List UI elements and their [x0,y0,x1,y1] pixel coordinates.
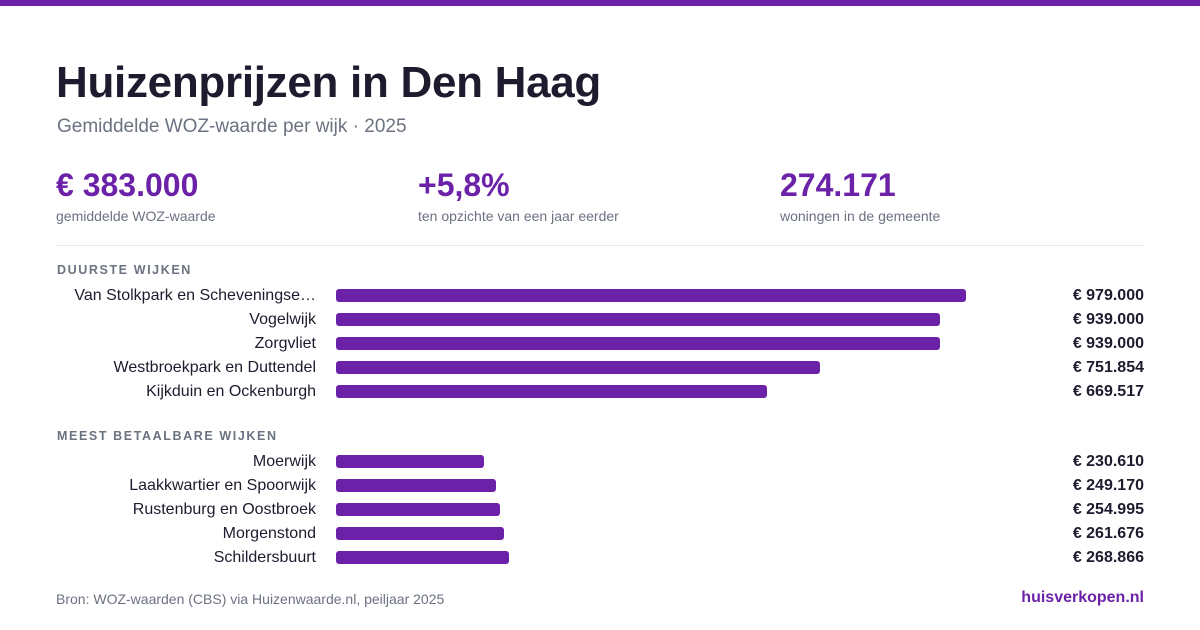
stat-value: +5,8% [418,167,510,203]
bar-row: Rustenburg en Oostbroek € 254.995 [0,498,1200,522]
stat-change: +5,8% ten opzichte van een jaar eerder [418,166,619,224]
bar-label: Schildersbuurt [213,549,316,566]
bar-label: Zorgvliet [254,335,316,352]
bar-row: Zorgvliet € 939.000 [0,332,1200,356]
section-label-most-affordable: MEEST BETAALBARE WIJKEN [57,429,278,443]
bar-label: Westbroekpark en Duttendel [113,359,316,376]
bar-value-label: € 751.854 [1072,359,1144,376]
bar-row: Kijkduin en Ockenburgh € 669.517 [0,380,1200,404]
bar [336,503,500,516]
bar-label: Vogelwijk [249,311,316,328]
bar [336,313,940,326]
bar [336,527,504,540]
bar-label: Kijkduin en Ockenburgh [146,383,316,400]
bar [336,479,496,492]
bar-row: Vogelwijk € 939.000 [0,308,1200,332]
stat-value: € 383.000 [56,167,199,203]
bar [336,385,767,398]
page-subtitle: Gemiddelde WOZ-waarde per wijk · 2025 [57,116,407,137]
bar [336,337,940,350]
section-label-most-expensive: DUURSTE WIJKEN [57,263,192,277]
bar [336,551,509,564]
bar-label: Moerwijk [252,453,316,470]
top-accent-bar [0,0,1200,6]
bar [336,361,820,374]
bar-row: Laakkwartier en Spoorwijk € 249.170 [0,474,1200,498]
bar-label: Laakkwartier en Spoorwijk [129,477,316,494]
bar-row: Westbroekpark en Duttendel € 751.854 [0,356,1200,380]
footer-brand: huisverkopen.nl [1021,589,1144,606]
bar-value-label: € 230.610 [1072,453,1144,470]
bar-value-label: € 261.676 [1072,525,1144,542]
stat-housing-count: 274.171 woningen in de gemeente [780,166,940,224]
page-title: Huizenprijzen in Den Haag [56,58,602,107]
bar-value-label: € 254.995 [1072,501,1144,518]
bar-label: Van Stolkpark en Scheveningse… [74,287,316,304]
stat-average-value: € 383.000 gemiddelde WOZ-waarde [56,166,216,224]
bar-value-label: € 268.866 [1072,549,1144,566]
bar-label: Rustenburg en Oostbroek [132,501,316,518]
bar [336,455,484,468]
bar-value-label: € 939.000 [1072,311,1144,328]
bar-value-label: € 939.000 [1072,335,1144,352]
bar-value-label: € 979.000 [1072,287,1144,304]
stat-label: ten opzichte van een jaar eerder [418,208,619,224]
bar-row: Moerwijk € 230.610 [0,450,1200,474]
footer-source: Bron: WOZ-waarden (CBS) via Huizenwaarde… [56,591,445,607]
bar [336,289,966,302]
bar-row: Schildersbuurt € 268.866 [0,546,1200,570]
stat-label: woningen in de gemeente [780,208,941,224]
bar-label: Morgenstond [222,525,316,542]
bar-value-label: € 669.517 [1072,383,1144,400]
stat-value: 274.171 [780,167,896,203]
bar-value-label: € 249.170 [1072,477,1144,494]
bar-row: Van Stolkpark en Scheveningse… € 979.000 [0,284,1200,308]
divider [56,245,1144,246]
stat-label: gemiddelde WOZ-waarde [56,208,216,224]
bar-row: Morgenstond € 261.676 [0,522,1200,546]
